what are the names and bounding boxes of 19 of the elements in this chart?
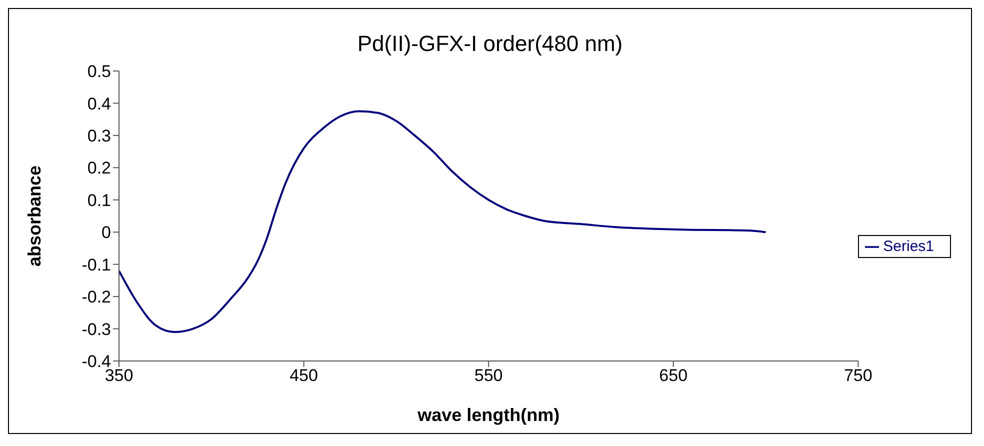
x-tick-label: 550 <box>474 366 503 386</box>
y-tick-label: -0.1 <box>82 255 111 274</box>
x-axis-title: wave length(nm) <box>416 405 560 425</box>
y-tick-label: 0.1 <box>87 190 111 210</box>
x-tick-label: 450 <box>290 366 318 386</box>
x-tick-label: 350 <box>104 366 134 386</box>
y-tick-label: 0.2 <box>87 158 111 178</box>
y-tick-label: -0.2 <box>82 288 111 307</box>
chart-title: Pd(II)-GFX-I order(480 nm) <box>356 31 624 58</box>
y-tick-label: 0 <box>102 223 111 242</box>
x-tick-label: 750 <box>844 366 872 386</box>
y-tick-label: -0.3 <box>82 320 111 339</box>
y-tick-label: 0.5 <box>87 62 111 82</box>
y-tick-label: 0.4 <box>87 94 111 114</box>
legend-label: Series1 <box>883 238 934 254</box>
line-series <box>119 110 767 333</box>
x-tick-label: 650 <box>659 366 688 386</box>
y-axis-title: absorbance <box>24 165 44 267</box>
y-tick-label: 0.3 <box>87 126 111 146</box>
